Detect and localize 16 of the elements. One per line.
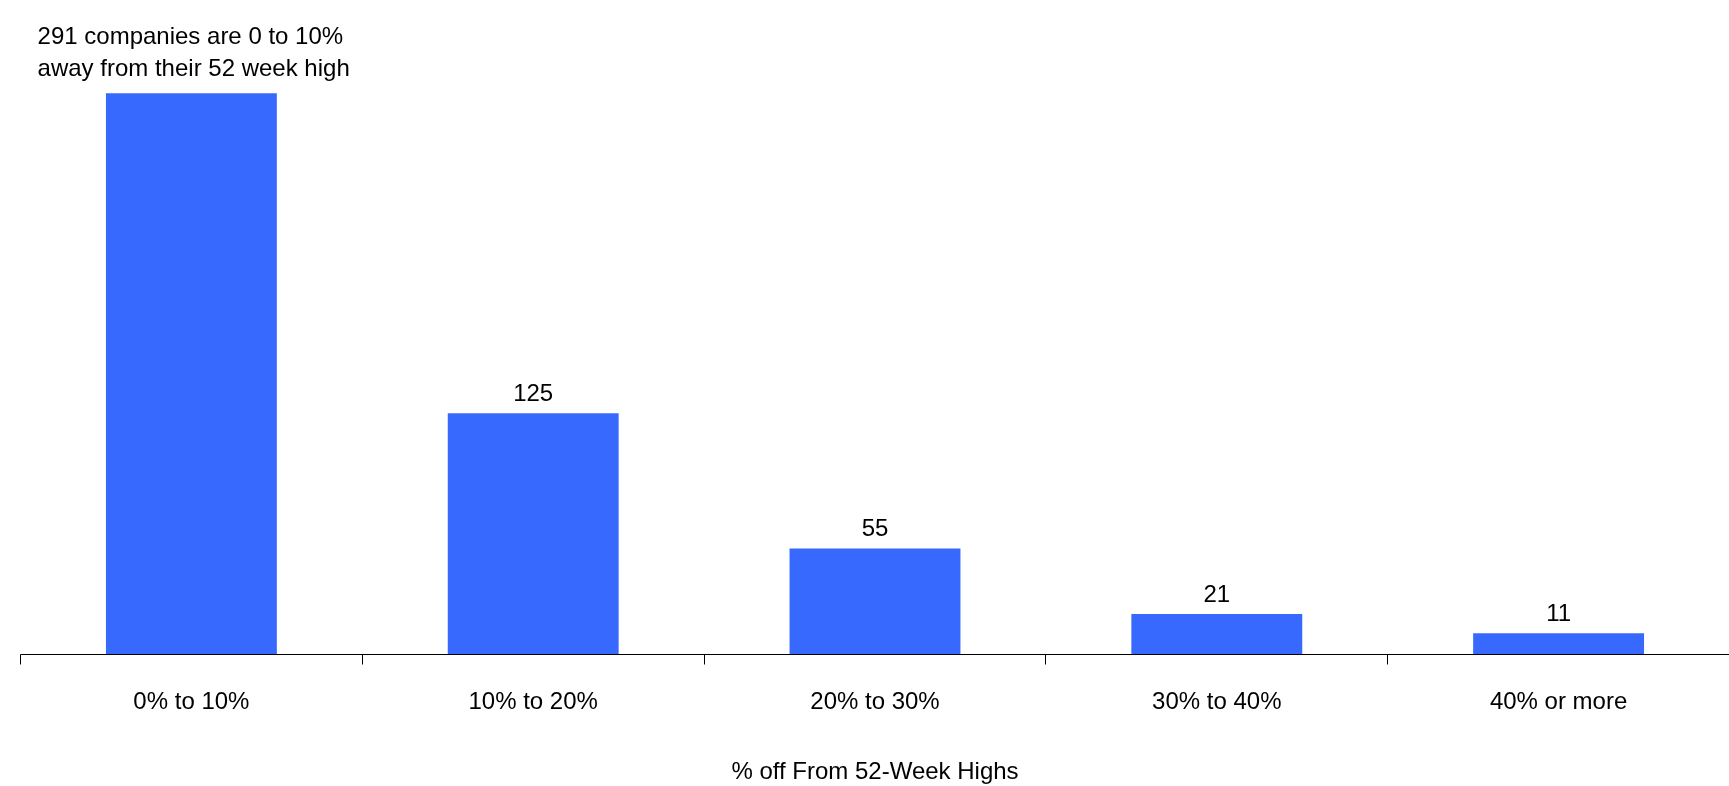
bar bbox=[1131, 613, 1303, 655]
x-axis-title: % off From 52-Week Highs bbox=[731, 756, 1019, 784]
annotation: 291 companies are 0 to 10% away from their 52 week high bbox=[37, 21, 350, 82]
x-tick-label: 20% to 30% bbox=[810, 686, 940, 714]
data-label: 55 bbox=[861, 514, 889, 542]
x-tick-label: 40% or more bbox=[1489, 686, 1628, 714]
x-tick-label: 0% to 10% bbox=[133, 686, 250, 714]
x-tick-label: 30% to 40% bbox=[1152, 686, 1282, 714]
bar bbox=[105, 93, 277, 655]
data-label: 125 bbox=[513, 379, 554, 407]
bar bbox=[447, 413, 619, 655]
x-tick-label: 10% to 20% bbox=[468, 686, 598, 714]
data-label: 21 bbox=[1203, 579, 1231, 607]
bar bbox=[789, 548, 961, 655]
data-label: 11 bbox=[1546, 599, 1572, 627]
bar bbox=[1473, 633, 1645, 655]
